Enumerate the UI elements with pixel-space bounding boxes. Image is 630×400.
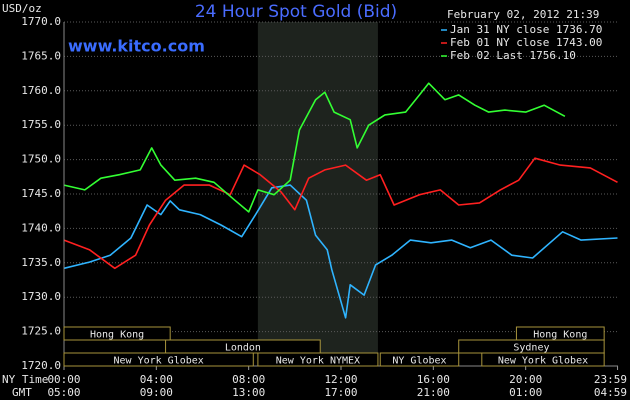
session-box (257, 352, 379, 367)
x-tick-label-gmt: 21:00 (417, 386, 450, 399)
x-tick-label-gmt: 13:00 (232, 386, 265, 399)
lines-layer (63, 82, 618, 319)
price-line (63, 157, 618, 270)
x-tick-label: 12:00 (324, 373, 357, 386)
session-box (379, 352, 460, 367)
y-tick-label: 1770.0 (21, 15, 61, 28)
x-tick-label-gmt: 17:00 (324, 386, 357, 399)
timestamp: February 02, 2012 21:39 (447, 8, 599, 21)
session-box (63, 326, 171, 341)
y-tick-label: 1730.0 (21, 290, 61, 303)
y-tick-label: 1735.0 (21, 256, 61, 269)
y-tick-label: 1720.0 (21, 359, 61, 372)
legend-label: Feb 01 NY close 1743.00 (450, 36, 602, 49)
session-label: New York NYMEX (276, 356, 360, 367)
y-tick-label: 1750.0 (21, 153, 61, 166)
session-box (481, 352, 605, 367)
x-row-label: NY Time (2, 373, 48, 386)
session-label: London (225, 343, 261, 354)
y-tick-label: 1765.0 (21, 49, 61, 62)
x-tick-label-gmt: 09:00 (140, 386, 173, 399)
front-layer: 1720.0 1725.0 1730.0 1735.0 1740.0 1745.0 1750… (21, 15, 627, 399)
legend-label: Feb 02 Last 1756.10 (450, 49, 576, 62)
unit-label: USD/oz (2, 2, 42, 15)
session-label: New York Globex (498, 356, 588, 367)
x-tick-label: 23:59 (594, 373, 627, 386)
session-label: Sydney (513, 343, 549, 354)
x-tick-label-gmt: 01:00 (509, 386, 542, 399)
x-tick-label: 20:00 (509, 373, 542, 386)
y-tick-label: 1760.0 (21, 84, 61, 97)
y-tick-label: 1755.0 (21, 118, 61, 131)
legend-label: Jan 31 NY close 1736.70 (450, 23, 602, 36)
x-tick-label: 00:00 (47, 373, 80, 386)
x-row-label: GMT (12, 386, 32, 399)
x-tick-label-gmt: 04:59 (594, 386, 627, 399)
y-tick-label: 1740.0 (21, 221, 61, 234)
session-box (63, 352, 254, 367)
chart-title: 24 Hour Spot Gold (Bid) (195, 2, 397, 22)
x-tick-label: 16:00 (417, 373, 450, 386)
website: www.kitco.com (68, 37, 205, 56)
x-tick-label: 04:00 (140, 373, 173, 386)
y-tick-label: 1745.0 (21, 187, 61, 200)
session-label: Hong Kong (90, 330, 144, 341)
session-label: NY Globex (392, 356, 446, 367)
x-tick-label: 08:00 (232, 373, 265, 386)
x-tick-label-gmt: 05:00 (47, 386, 80, 399)
price-line (63, 184, 618, 319)
session-label: Hong Kong (533, 330, 587, 341)
price-line (63, 82, 566, 213)
y-tick-label: 1725.0 (21, 325, 61, 338)
session-label: New York Globex (113, 356, 203, 367)
